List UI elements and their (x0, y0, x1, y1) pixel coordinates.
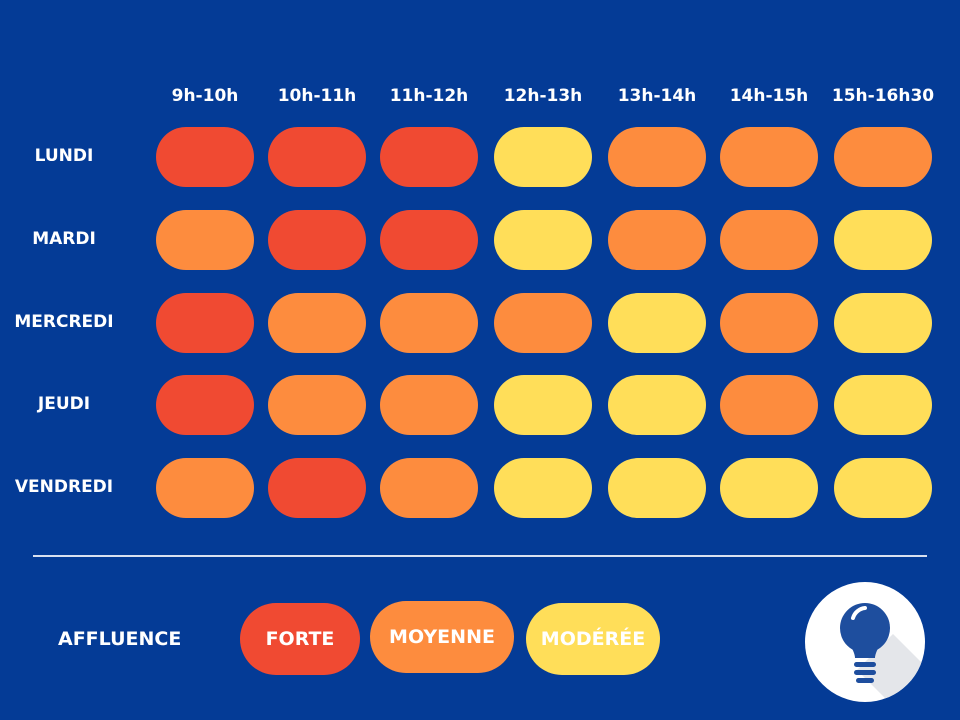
heatmap-cell (268, 293, 366, 353)
column-header: 10h-11h (277, 86, 357, 106)
heatmap-cell (156, 127, 254, 187)
heatmap-cell (608, 127, 706, 187)
column-header: 11h-12h (389, 86, 469, 106)
heatmap-cell (380, 127, 478, 187)
heatmap-cell (380, 458, 478, 518)
legend-title: AFFLUENCE (58, 628, 182, 650)
legend-forte: FORTE (240, 603, 360, 675)
heatmap-cell (720, 127, 818, 187)
heatmap-cell (834, 458, 932, 518)
heatmap-cell (608, 210, 706, 270)
heatmap-cell (608, 458, 706, 518)
heatmap-cell (380, 293, 478, 353)
lightbulb-badge (805, 582, 925, 702)
heatmap-cell (268, 210, 366, 270)
row-label: LUNDI (34, 146, 94, 166)
heatmap-cell (156, 293, 254, 353)
heatmap-cell (268, 375, 366, 435)
heatmap-cell (608, 293, 706, 353)
heatmap-cell (720, 375, 818, 435)
heatmap-cell (380, 375, 478, 435)
heatmap-cell (268, 458, 366, 518)
divider (33, 555, 927, 557)
row-label: VENDREDI (14, 477, 114, 497)
column-header: 15h-16h30 (831, 86, 935, 106)
row-label: MARDI (32, 229, 96, 249)
heatmap-cell (156, 375, 254, 435)
heatmap-cell (720, 210, 818, 270)
column-header: 12h-13h (503, 86, 583, 106)
legend-moderee: MODÉRÉE (526, 603, 660, 675)
heatmap-cell (494, 375, 592, 435)
heatmap-cell (834, 375, 932, 435)
row-label: MERCREDI (14, 312, 114, 332)
legend-moyenne: MOYENNE (370, 601, 514, 673)
heatmap-cell (494, 127, 592, 187)
heatmap-cell (156, 458, 254, 518)
heatmap-cell (494, 293, 592, 353)
heatmap-cell (834, 293, 932, 353)
column-header: 13h-14h (617, 86, 697, 106)
heatmap-cell (156, 210, 254, 270)
heatmap-cell (834, 127, 932, 187)
column-header: 9h-10h (171, 86, 239, 106)
row-label: JEUDI (37, 394, 91, 414)
heatmap-cell (720, 293, 818, 353)
heatmap-cell (608, 375, 706, 435)
lightbulb-icon (840, 603, 925, 702)
column-header: 14h-15h (729, 86, 809, 106)
heatmap-cell (380, 210, 478, 270)
heatmap-cell (720, 458, 818, 518)
heatmap-cell (494, 458, 592, 518)
heatmap-cell (268, 127, 366, 187)
heatmap-cell (494, 210, 592, 270)
heatmap-cell (834, 210, 932, 270)
